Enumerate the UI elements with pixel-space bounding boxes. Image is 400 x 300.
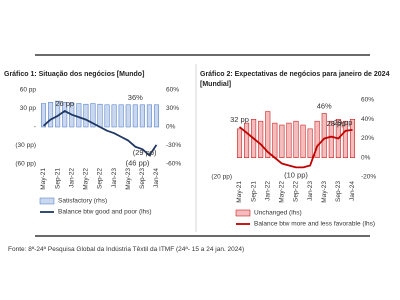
- legend-label: Balance btw more and less favorable (lhs…: [254, 221, 375, 228]
- x-tick-label: Sep-21: [54, 168, 61, 189]
- y-tick-label: (60 pp): [15, 161, 36, 168]
- bar: [279, 124, 285, 158]
- bar: [314, 120, 320, 159]
- y2-tick-label: 60%: [166, 87, 179, 94]
- y-tick-label: (20 pp): [211, 174, 232, 181]
- x-tick-label: May-23: [125, 168, 132, 190]
- y2-tick-label: 30%: [166, 105, 179, 112]
- y2-tick-label: 0%: [361, 154, 371, 161]
- bar: [153, 104, 159, 128]
- x-tick-label: Jan-23: [111, 168, 118, 188]
- bar: [342, 120, 348, 159]
- bar: [139, 104, 145, 128]
- y2-tick-label: -60%: [166, 161, 181, 168]
- bar: [83, 103, 89, 128]
- x-tick-label: Jan-24: [153, 168, 160, 188]
- x-tick-label: Sep-22: [97, 168, 104, 189]
- y2-tick-label: 60%: [361, 97, 374, 104]
- legend-label: Satisfactory (rhs): [58, 198, 107, 205]
- bar: [293, 120, 299, 159]
- line: [238, 126, 353, 169]
- legend-label: Balance btw good and poor (lhs): [58, 209, 152, 216]
- x-tick-label: May-22: [83, 168, 90, 190]
- bar: [76, 103, 82, 128]
- y-tick-label: (30 pp): [15, 142, 36, 149]
- chart-title: Gráfico 2: Expectativas de negócios para…: [200, 71, 390, 88]
- y2-tick-label: -30%: [166, 142, 181, 149]
- x-tick-label: Sep-22: [293, 181, 300, 202]
- source-note: Fonte: 8ª-24ª Pesquisa Global da Indústr…: [8, 246, 245, 253]
- y2-tick-label: 0%: [166, 124, 176, 131]
- bar: [244, 122, 250, 158]
- data-label: 36%: [128, 93, 143, 102]
- x-tick-label: May-21: [40, 168, 47, 190]
- legend-label: Unchanged (lhs): [254, 210, 302, 217]
- data-label: 28 pp: [327, 119, 346, 128]
- line: [42, 110, 158, 157]
- x-tick-label: Sep-23: [139, 168, 146, 189]
- data-label: 29 pp: [334, 118, 353, 127]
- x-tick-label: Sep-21: [250, 181, 257, 202]
- bar: [265, 111, 271, 159]
- bar: [349, 119, 355, 158]
- bar: [118, 104, 124, 128]
- x-tick-label: May-23: [321, 181, 328, 203]
- bar: [41, 103, 47, 128]
- x-tick-label: Jan-22: [68, 168, 75, 188]
- x-tick-label: May-22: [279, 181, 286, 203]
- bar: [286, 122, 292, 158]
- y2-tick-label: -20%: [361, 174, 376, 181]
- y2-tick-label: 20%: [361, 135, 374, 142]
- x-tick-label: Jan-23: [307, 181, 314, 201]
- bar: [321, 113, 327, 158]
- y-tick-label: 30 pp: [20, 105, 37, 112]
- bar: [300, 124, 306, 158]
- data-label: (10 pp): [284, 170, 308, 179]
- bar: [132, 104, 138, 128]
- bar: [104, 104, 110, 128]
- bar: [258, 120, 264, 159]
- chart-title: Gráfico 1: Situação dos negócios [Mundo]: [4, 71, 145, 78]
- x-tick-label: Sep-23: [335, 181, 342, 202]
- bar: [97, 103, 103, 128]
- bar: [111, 104, 117, 128]
- bar: [125, 104, 131, 128]
- bar: [62, 102, 68, 128]
- data-label: 26 pp: [55, 99, 74, 108]
- bar: [307, 128, 313, 158]
- bar: [237, 128, 243, 158]
- bar: [328, 120, 334, 159]
- data-label: 46%: [317, 101, 332, 110]
- data-label: (46 pp): [126, 158, 150, 167]
- x-tick-label: Jan-22: [264, 181, 271, 201]
- x-tick-label: Jan-24: [349, 181, 356, 201]
- x-tick-label: May-21: [236, 181, 243, 203]
- y-tick-label: 60 pp: [20, 87, 37, 94]
- bar: [48, 102, 54, 128]
- bar: [146, 104, 152, 128]
- legend-swatch: [235, 209, 251, 217]
- bar: [272, 122, 278, 158]
- bar: [90, 103, 96, 128]
- y2-tick-label: 40%: [361, 116, 374, 123]
- legend-swatch: [39, 197, 55, 205]
- data-label: 32 pp: [230, 115, 249, 124]
- data-label: (29 pp): [133, 148, 157, 157]
- y-tick-label: -: [34, 124, 36, 131]
